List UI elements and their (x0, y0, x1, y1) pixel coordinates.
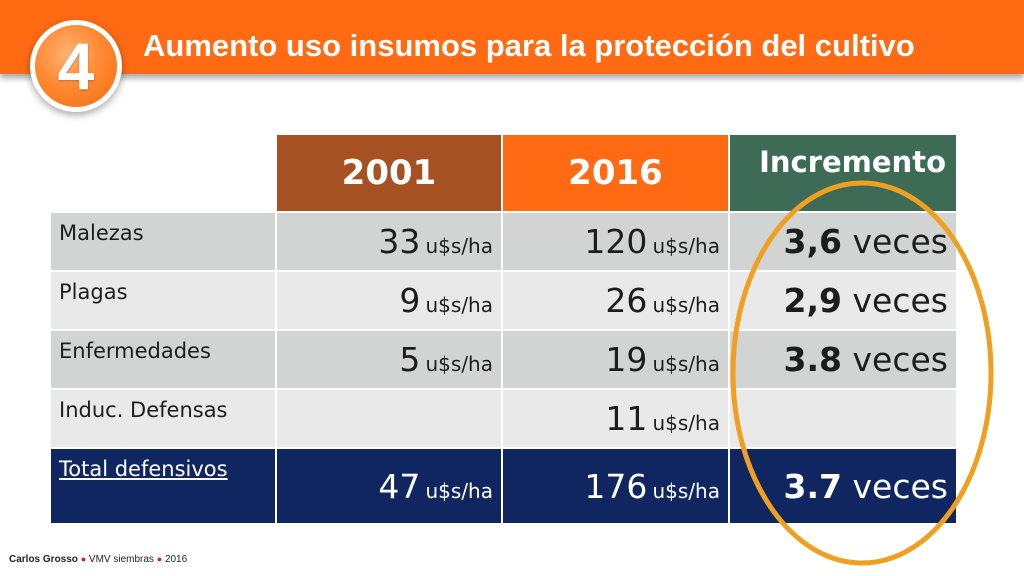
total-label-link[interactable]: Total defensivos (49, 447, 277, 525)
value-2016: 26 u$s/ha (501, 270, 730, 331)
table-row-enfermedades: Enfermedades 5 u$s/ha 19 u$s/ha 3.8 vece… (49, 329, 958, 390)
footer: Carlos Grosso ● VMV siembras ● 2016 (9, 554, 187, 565)
table-row-total: Total defensivos 47 u$s/ha 176 u$s/ha 3.… (49, 447, 958, 525)
footer-event: VMV siembras (88, 554, 154, 565)
value-2016: 19 u$s/ha (501, 329, 730, 390)
inputs-cost-table: 2001 2016 Incremento Malezas 33 u$s/ha 1… (49, 133, 958, 525)
row-label: Malezas (49, 211, 277, 272)
row-label: Enfermedades (49, 329, 277, 390)
slide-number-badge: 4 (30, 20, 122, 112)
table-row-plagas: Plagas 9 u$s/ha 26 u$s/ha 2,9 veces (49, 270, 958, 331)
value-2016: 120 u$s/ha (501, 211, 730, 272)
value-incremento: 3,6 veces (728, 211, 958, 272)
bullet-icon: ● (80, 554, 87, 564)
value-2016: 11 u$s/ha (501, 388, 730, 449)
header-2001: 2001 (275, 133, 503, 213)
value-2001: 47 u$s/ha (275, 447, 503, 525)
header-blank-cell (49, 133, 277, 213)
table-row-induc-defensas: Induc. Defensas 11 u$s/ha (49, 388, 958, 449)
header-2016: 2016 (501, 133, 730, 213)
footer-year: 2016 (164, 554, 188, 565)
row-label: Induc. Defensas (49, 388, 277, 449)
slide-number: 4 (57, 29, 95, 103)
header-incremento: Incremento (728, 133, 958, 213)
value-2001 (275, 388, 503, 449)
row-label: Plagas (49, 270, 277, 331)
value-2001: 33 u$s/ha (275, 211, 503, 272)
value-incremento: 2,9 veces (728, 270, 958, 331)
value-2001: 9 u$s/ha (275, 270, 503, 331)
table-header-row: 2001 2016 Incremento (49, 133, 958, 213)
value-incremento: 3.7 veces (728, 447, 958, 525)
table-row-malezas: Malezas 33 u$s/ha 120 u$s/ha 3,6 veces (49, 211, 958, 272)
value-incremento: 3.8 veces (728, 329, 958, 390)
bullet-icon: ● (156, 554, 163, 564)
value-2016: 176 u$s/ha (501, 447, 730, 525)
value-incremento (728, 388, 958, 449)
slide-title: Aumento uso insumos para la protección d… (143, 28, 915, 63)
header-band: Aumento uso insumos para la protección d… (0, 0, 1024, 74)
value-2001: 5 u$s/ha (275, 329, 503, 390)
footer-author: Carlos Grosso (9, 554, 78, 565)
